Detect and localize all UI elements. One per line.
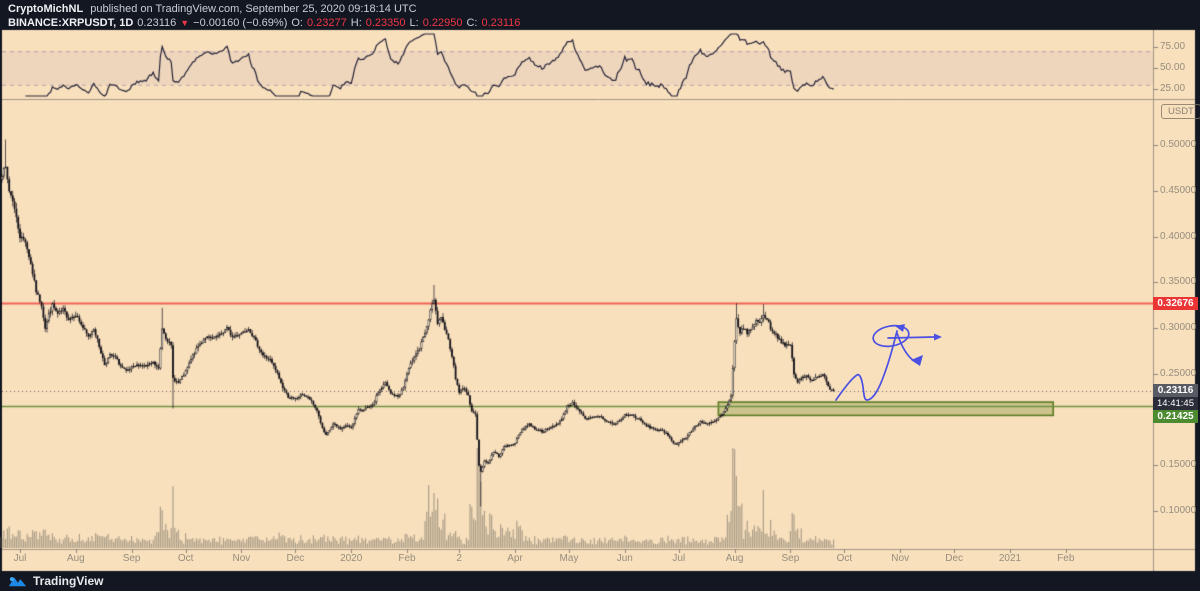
symbol-title: BINANCE:XRPUSDT, 1D (8, 17, 134, 29)
bar-countdown-label: 14:41:45 (1153, 397, 1198, 411)
publish-text: published on TradingView.com, September … (87, 3, 417, 15)
down-triangle-icon: ▼ (180, 18, 190, 28)
time-axis-label: May (559, 553, 579, 564)
time-axis-label: 2020 (340, 553, 363, 564)
author-name: CryptoMichNL (8, 3, 84, 15)
time-axis-label: Sep (122, 553, 141, 564)
time-axis-label: Nov (232, 553, 251, 564)
chart-header: CryptoMichNL published on TradingView.co… (8, 2, 1108, 30)
low-label: L: (409, 17, 419, 29)
last-price: 0.23116 (137, 17, 177, 29)
support-price-label: 0.21425 (1153, 410, 1198, 424)
price-tick-label: 0.30000 (1160, 322, 1197, 333)
close-value: 0.23116 (481, 17, 521, 29)
publish-info-line: CryptoMichNL published on TradingView.co… (8, 2, 1108, 16)
open-value: 0.23277 (306, 17, 347, 29)
last-price-label: 0.23116 (1153, 384, 1198, 398)
price-tick-label: 0.50000 (1160, 139, 1197, 150)
time-axis-label: Jul (672, 553, 686, 564)
rsi-tick-label: 75.00 (1160, 41, 1186, 52)
time-axis-label: Nov (891, 553, 910, 564)
close-label: C: (466, 17, 478, 29)
time-axis-label: Feb (398, 553, 416, 564)
price-tick-label: 0.25000 (1160, 367, 1197, 379)
footer-bar: TradingView (8, 573, 103, 589)
symbol-status-line: BINANCE:XRPUSDT, 1D 0.23116 ▼ −0.00160 (… (8, 16, 1108, 30)
time-axis-label: 2 (456, 553, 462, 564)
price-tick-label: 0.35000 (1160, 276, 1197, 288)
time-axis-label: Oct (836, 553, 853, 564)
time-axis-label: Aug (66, 553, 85, 564)
price-tick-label: 0.40000 (1160, 230, 1197, 242)
time-axis-label: Aug (725, 553, 744, 564)
high-value: 0.23350 (365, 17, 406, 29)
price-tick-label: 0.10000 (1160, 505, 1197, 516)
price-tick-label: 0.45000 (1160, 184, 1197, 196)
time-axis-label: Feb (1057, 553, 1075, 564)
currency-unit-button[interactable]: USDT (1161, 104, 1200, 119)
time-axis-label: Apr (507, 553, 523, 564)
rsi-tick-label: 50.00 (1160, 62, 1186, 73)
time-axis-label: Jun (616, 553, 633, 564)
resistance-price-label: 0.32676 (1153, 297, 1198, 310)
tradingview-logo-icon (8, 576, 27, 586)
open-label: O: (291, 17, 303, 29)
high-label: H: (350, 17, 362, 29)
time-axis-label: 2021 (998, 553, 1022, 564)
time-axis-label: Jul (13, 553, 27, 564)
time-axis-label: Oct (177, 553, 194, 564)
price-tick-label: 0.15000 (1160, 459, 1197, 471)
rsi-tick-label: 25.00 (1160, 83, 1186, 94)
price-change: −0.00160 (−0.69%) (193, 17, 288, 29)
time-axis-label: Dec (945, 553, 964, 564)
time-axis-label: Dec (286, 553, 305, 564)
low-value: 0.22950 (422, 17, 463, 29)
footer-brand[interactable]: TradingView (33, 574, 104, 588)
time-axis-label: Sep (781, 553, 800, 564)
